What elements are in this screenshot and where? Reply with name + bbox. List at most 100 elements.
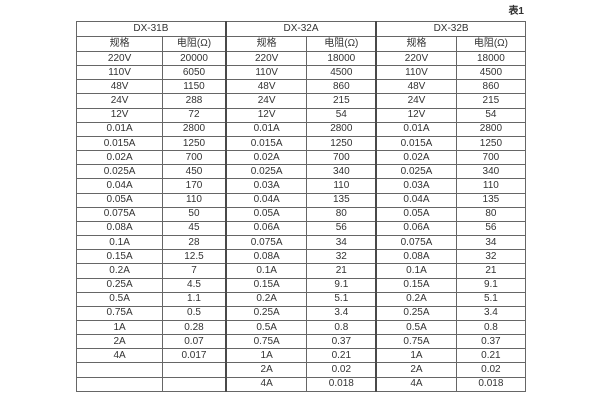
resistance-cell: 340 — [455, 164, 527, 180]
spec-cell: 0.15A — [75, 249, 164, 265]
spec-cell: 0.03A — [224, 178, 308, 194]
table-row: 0.02A 700 0.02A 700 0.02A 700 — [75, 150, 527, 166]
resistance-cell: 1250 — [455, 135, 527, 152]
spec-cell: 1A — [224, 348, 308, 364]
resistance-cell: 2800 — [306, 121, 377, 137]
resistance-cell: 2800 — [162, 121, 227, 137]
spec-cell: 0.04A — [375, 192, 457, 208]
resistance-cell: 54 — [306, 107, 377, 123]
table-row: 0.015A 1250 0.015A 1250 0.015A 1250 — [75, 135, 527, 152]
resistance-cell — [162, 376, 227, 393]
table-header: DX-31B DX-32A DX-32B 规格 电阻(Ω) 规格 电阻(Ω) 规… — [75, 21, 527, 52]
group-header-dx-32b: DX-32B — [375, 21, 527, 37]
spec-cell: 0.15A — [375, 277, 457, 293]
resistance-cell: 9.1 — [306, 277, 377, 293]
table-row: 0.75A 0.5 0.25A 3.4 0.25A 3.4 — [75, 305, 527, 321]
resistance-cell: 56 — [306, 220, 377, 237]
resistance-cell: 1.1 — [162, 291, 227, 307]
spec-cell: 0.15A — [224, 277, 308, 293]
resistance-cell: 450 — [162, 164, 227, 180]
spec-cell: 220V — [75, 50, 164, 67]
resistance-cell: 50 — [162, 206, 227, 222]
spec-cell: 48V — [75, 79, 164, 95]
spec-cell: 0.08A — [224, 249, 308, 265]
resistance-cell: 28 — [162, 235, 227, 251]
resistance-cell: 0.07 — [162, 334, 227, 350]
spec-cell: 0.01A — [375, 121, 457, 137]
resistance-cell: 0.8 — [455, 319, 527, 336]
table-body: 220V 20000 220V 18000 220V 18000 110V 6050 110V 4… — [75, 50, 527, 393]
resistance-cell: 0.018 — [306, 376, 377, 393]
table-row: 2A 0.07 0.75A 0.37 0.75A 0.37 — [75, 334, 527, 350]
spec-cell: 0.25A — [75, 277, 164, 293]
table-row: 0.075A 50 0.05A 80 0.05A 80 — [75, 206, 527, 222]
resistance-cell: 32 — [455, 249, 527, 265]
spec-cell: 12V — [224, 107, 308, 123]
spec-cell: 0.01A — [75, 121, 164, 137]
group-header-dx-32a: DX-32A — [224, 21, 377, 37]
resistance-cell: 45 — [162, 220, 227, 237]
group-header-dx-31b: DX-31B — [75, 21, 227, 37]
resistance-header-dx-31b: 电阻(Ω) — [162, 36, 227, 52]
spec-cell: 0.2A — [224, 291, 308, 307]
resistance-cell: 860 — [306, 79, 377, 95]
spec-cell: 220V — [375, 50, 457, 67]
resistance-cell: 0.37 — [455, 334, 527, 350]
group-header-row: DX-31B DX-32A DX-32B — [75, 21, 527, 37]
resistance-cell: 700 — [162, 150, 227, 166]
table-row: 0.2A 7 0.1A 21 0.1A 21 — [75, 263, 527, 279]
spec-cell: 0.06A — [375, 220, 457, 237]
table-row: 4A 0.017 1A 0.21 1A 0.21 — [75, 348, 527, 364]
spec-cell: 0.025A — [224, 164, 308, 180]
spec-cell: 4A — [75, 348, 164, 364]
resistance-cell: 1250 — [162, 135, 227, 152]
resistance-header-dx-32b: 电阻(Ω) — [455, 36, 527, 52]
resistance-cell: 21 — [306, 263, 377, 279]
spec-cell: 0.05A — [224, 206, 308, 222]
resistance-cell: 34 — [455, 235, 527, 251]
spec-cell: 0.75A — [75, 305, 164, 321]
spec-header-dx-32b: 规格 — [375, 36, 457, 52]
table-row: 24V 288 24V 215 24V 215 — [75, 93, 527, 109]
spec-cell — [75, 376, 164, 393]
resistance-cell: 700 — [306, 150, 377, 166]
resistance-cell: 340 — [306, 164, 377, 180]
spec-header-dx-32a: 规格 — [224, 36, 308, 52]
spec-cell: 0.75A — [375, 334, 457, 350]
spec-cell: 1A — [375, 348, 457, 364]
table-caption: 表1 — [508, 6, 524, 17]
spec-cell: 0.075A — [224, 235, 308, 251]
spec-cell: 0.25A — [375, 305, 457, 321]
spec-cell: 2A — [375, 362, 457, 378]
spec-cell: 12V — [75, 107, 164, 123]
resistance-cell: 135 — [306, 192, 377, 208]
resistance-cell: 110 — [455, 178, 527, 194]
resistance-cell: 110 — [162, 192, 227, 208]
spec-cell: 0.2A — [75, 263, 164, 279]
resistance-cell: 34 — [306, 235, 377, 251]
spec-cell: 24V — [224, 93, 308, 109]
resistance-cell: 135 — [455, 192, 527, 208]
spec-cell: 0.5A — [375, 319, 457, 336]
spec-cell: 0.1A — [75, 235, 164, 251]
resistance-cell: 9.1 — [455, 277, 527, 293]
resistance-cell: 72 — [162, 107, 227, 123]
spec-cell: 0.06A — [224, 220, 308, 237]
spec-cell: 0.025A — [75, 164, 164, 180]
resistance-cell: 0.21 — [455, 348, 527, 364]
spec-cell: 110V — [224, 65, 308, 81]
resistance-cell: 288 — [162, 93, 227, 109]
resistance-cell: 4.5 — [162, 277, 227, 293]
resistance-cell: 21 — [455, 263, 527, 279]
resistance-cell: 0.21 — [306, 348, 377, 364]
resistance-cell: 0.28 — [162, 319, 227, 336]
table-row: 0.5A 1.1 0.2A 5.1 0.2A 5.1 — [75, 291, 527, 307]
table-row: 2A 0.02 2A 0.02 — [75, 362, 527, 378]
resistance-cell: 6050 — [162, 65, 227, 81]
spec-cell: 24V — [375, 93, 457, 109]
resistance-cell: 80 — [455, 206, 527, 222]
resistance-cell: 4500 — [306, 65, 377, 81]
resistance-cell: 80 — [306, 206, 377, 222]
table-row: 0.15A 12.5 0.08A 32 0.08A 32 — [75, 249, 527, 265]
resistance-cell: 0.5 — [162, 305, 227, 321]
